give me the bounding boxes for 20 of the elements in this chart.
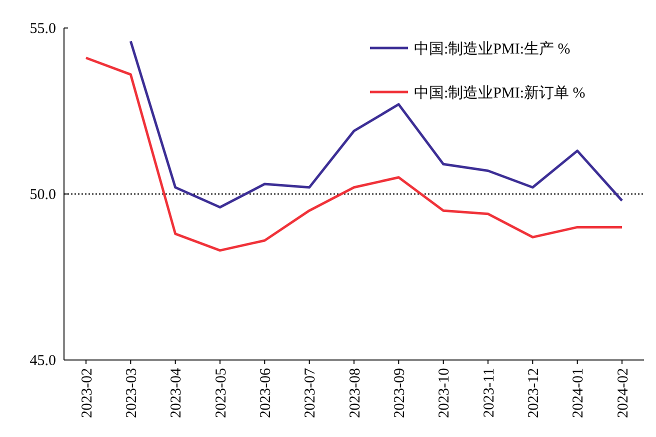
x-tick-label: 2023-06 [258,368,274,418]
y-tick-label: 50.0 [30,186,56,203]
x-tick-label: 2024-02 [615,368,632,418]
x-tick-label: 2023-02 [79,368,96,418]
line-series [129,40,624,209]
line-series [84,56,624,252]
x-tick-label: 2023-05 [213,368,230,418]
x-tick-label: 2023-11 [481,368,498,418]
x-tick-label: 2023-09 [392,368,408,418]
x-tick-label: 2023-10 [436,368,453,418]
legend-label: 中国:制造业PMI:生产 % [414,40,570,58]
x-tick-label: 2023-03 [124,368,140,418]
x-tick-label: 2023-04 [168,368,185,418]
x-tick-label: 2023-08 [347,368,364,418]
y-tick-label: 55.0 [30,20,56,37]
x-tick-label: 2023-12 [526,368,542,418]
y-tick-label: 45.0 [30,352,56,369]
x-tick-label: 2023-07 [302,368,319,418]
x-tick-label: 2024-01 [570,368,587,418]
legend-label: 中国:制造业PMI:新订单 % [414,84,586,102]
